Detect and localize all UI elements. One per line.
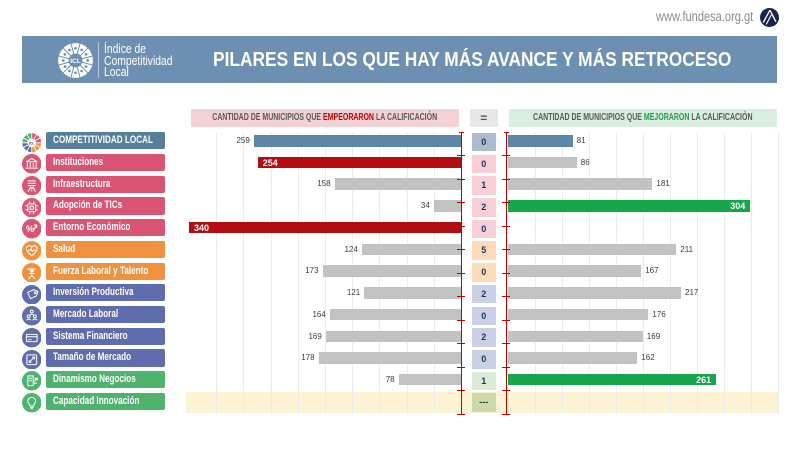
svg-text:ICL: ICL <box>29 141 36 145</box>
svg-text:ICL: ICL <box>70 58 81 65</box>
svg-text:%: % <box>26 224 34 234</box>
